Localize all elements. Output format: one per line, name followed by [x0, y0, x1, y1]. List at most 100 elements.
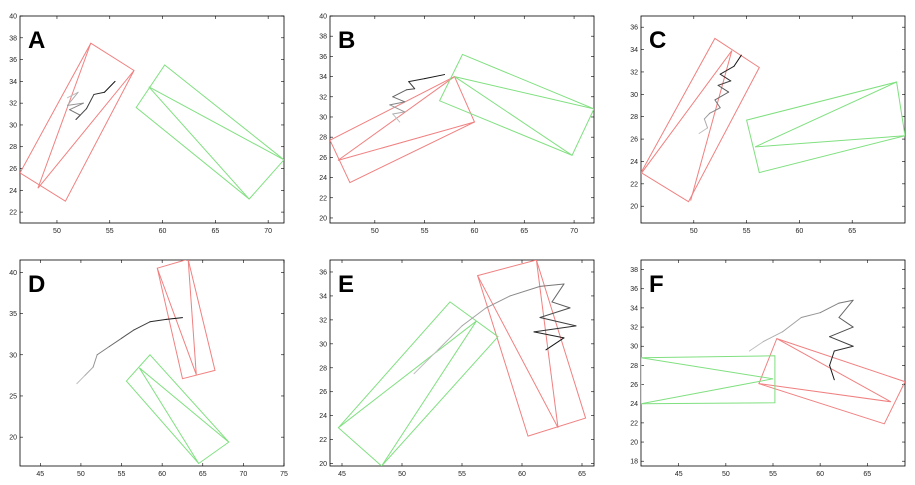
- green-inner-line: [454, 76, 594, 110]
- red-inner-line: [37, 70, 135, 189]
- y-tick-label: 36: [630, 25, 638, 32]
- track-segment: [829, 364, 835, 381]
- track-segment: [69, 102, 84, 111]
- track-segment: [389, 101, 406, 106]
- x-tick-label: 60: [518, 471, 526, 478]
- x-tick-label: 65: [578, 471, 586, 478]
- y-tick-label: 22: [9, 210, 17, 217]
- track-segment: [103, 80, 116, 93]
- track-segment: [437, 325, 463, 351]
- x-tick-label: 75: [280, 471, 288, 478]
- red-rectangle: [156, 260, 216, 380]
- x-tick-label: 70: [264, 228, 272, 235]
- red-rectangle: [20, 42, 135, 202]
- track-segment: [709, 107, 721, 114]
- x-tick-label: 50: [371, 228, 379, 235]
- track-segment: [800, 312, 821, 318]
- track-segment: [539, 316, 577, 327]
- panel-label: E: [338, 271, 354, 298]
- y-tick-label: 36: [630, 286, 638, 293]
- red-inner-line: [641, 50, 733, 175]
- y-tick-label: 20: [630, 204, 638, 211]
- y-tick-label: 38: [630, 267, 638, 274]
- track-segment: [539, 283, 565, 287]
- y-tick-label: 30: [630, 92, 638, 99]
- x-tick-label: 65: [211, 228, 219, 235]
- x-tick-label: 55: [743, 228, 751, 235]
- plot-area: [330, 53, 594, 184]
- x-tick-label: 55: [106, 228, 114, 235]
- y-tick-label: 24: [630, 401, 638, 408]
- red-inner-line: [337, 121, 475, 161]
- y-tick-label: 28: [319, 365, 327, 372]
- track-segment: [829, 336, 854, 347]
- x-tick-label: 45: [338, 471, 346, 478]
- y-tick-label: 20: [630, 440, 638, 447]
- y-tick-label: 22: [319, 195, 327, 202]
- track-segment: [392, 113, 401, 123]
- y-tick-label: 24: [319, 175, 327, 182]
- y-tick-label: 35: [9, 311, 17, 318]
- track-segment: [392, 111, 406, 115]
- track-segment: [714, 91, 730, 101]
- y-tick-label: 28: [319, 135, 327, 142]
- x-tick-label: 45: [36, 471, 44, 478]
- green-inner-line: [754, 81, 897, 148]
- y-tick-label: 26: [630, 137, 638, 144]
- x-tick-label: 55: [769, 471, 777, 478]
- y-tick-label: 34: [630, 47, 638, 54]
- y-tick-label: 26: [9, 166, 17, 173]
- green-inner-line: [338, 320, 477, 429]
- y-tick-label: 24: [630, 159, 638, 166]
- x-tick-label: 60: [816, 471, 824, 478]
- track-segment: [838, 299, 854, 304]
- x-tick-label: 60: [796, 228, 804, 235]
- green-rectangle: [745, 81, 905, 174]
- track-segment: [406, 88, 416, 91]
- plot-area: [641, 37, 905, 203]
- track-segment: [714, 99, 721, 109]
- track-segment: [92, 354, 98, 368]
- red-inner-line: [187, 260, 197, 375]
- y-tick-label: 20: [319, 215, 327, 222]
- track-segment: [539, 307, 571, 318]
- green-inner-line: [381, 320, 477, 466]
- green-inner-line: [148, 86, 284, 161]
- y-tick-label: 26: [319, 389, 327, 396]
- track-segment: [717, 84, 730, 93]
- y-tick-label: 22: [630, 181, 638, 188]
- track-segment: [533, 325, 577, 333]
- x-tick-label: 50: [722, 471, 730, 478]
- y-tick-label: 32: [630, 69, 638, 76]
- track-segment: [838, 299, 854, 318]
- y-tick-label: 32: [319, 317, 327, 324]
- track-segment: [84, 366, 94, 376]
- track-segment: [703, 112, 711, 120]
- track-segment: [703, 118, 709, 129]
- x-tick-label: 55: [421, 228, 429, 235]
- green-inner-line: [755, 135, 905, 148]
- red-rectangle: [476, 260, 587, 437]
- track-segment: [719, 73, 732, 82]
- panel-d: 45 50 55 60 65 70 75 20 25 30 35 40 D: [9, 259, 288, 478]
- green-inner-line: [454, 76, 573, 156]
- x-tick-label: 55: [118, 471, 126, 478]
- y-tick-label: 38: [9, 35, 17, 42]
- y-tick-label: 32: [9, 101, 17, 108]
- track-segment: [413, 349, 439, 375]
- y-tick-label: 22: [630, 420, 638, 427]
- y-tick-label: 28: [9, 144, 17, 151]
- green-rectangle: [135, 64, 284, 200]
- red-inner-line: [535, 260, 559, 428]
- plot-area: [20, 42, 284, 202]
- track-segment: [86, 93, 95, 110]
- y-tick-label: 34: [9, 79, 17, 86]
- track-segment: [733, 54, 742, 67]
- track-segment: [829, 350, 835, 366]
- green-rectangle: [438, 53, 594, 156]
- y-tick-label: 20: [9, 435, 17, 442]
- red-inner-line: [37, 43, 92, 189]
- track-segment: [108, 337, 123, 348]
- track-segment: [392, 89, 408, 98]
